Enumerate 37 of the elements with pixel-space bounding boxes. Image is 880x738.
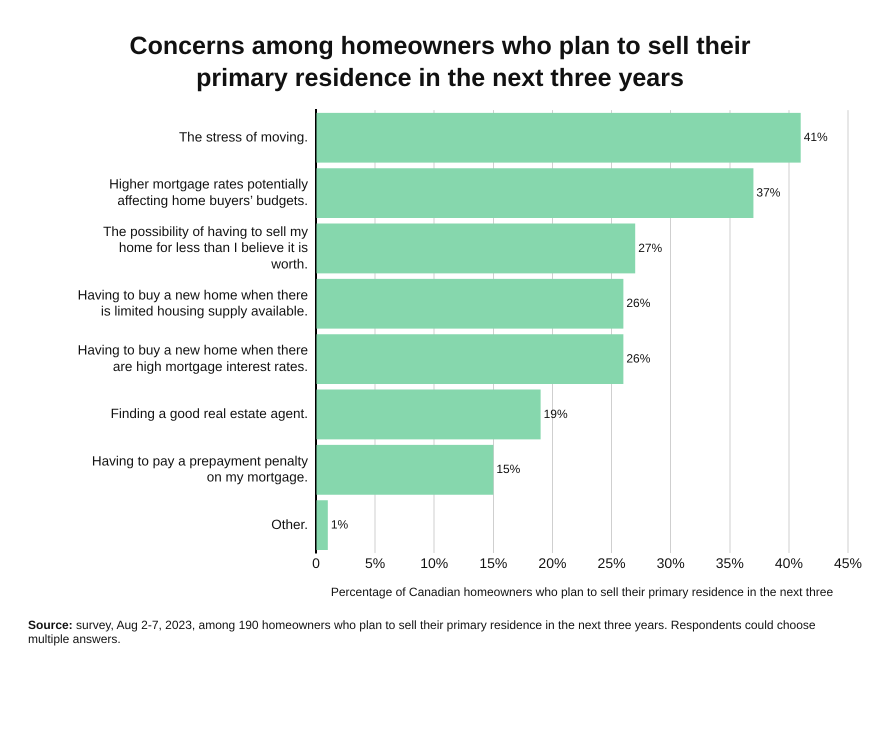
x-tick-label: 35%	[716, 555, 744, 572]
bar	[316, 334, 624, 384]
y-tick-label: Higher mortgage rates potentially affecting home buyers’ budgets.	[109, 176, 308, 208]
x-tick-label: 40%	[774, 555, 803, 572]
x-tick-label: 5%	[364, 555, 386, 572]
y-tick-label: Other.	[271, 516, 308, 532]
x-tick-label: 20%	[538, 555, 566, 572]
source-note: Source: survey, Aug 2-7, 2023, among 190 homeowners who plan to sell their primary residence in the next three years. Respondents could choose multiple answers.	[28, 618, 817, 646]
data-label: 37%	[756, 185, 781, 200]
data-label: 1%	[330, 517, 348, 532]
x-tick-label: 30%	[656, 555, 685, 572]
bar	[316, 278, 624, 329]
y-tick-label: Finding a good real estate agent.	[110, 406, 308, 422]
x-tick-label: 10%	[420, 555, 448, 572]
y-tick-label: Having to buy a new home when there are high mortgage interest rates.	[78, 342, 308, 374]
x-tick-label: 15%	[479, 555, 508, 572]
bar	[316, 500, 328, 550]
chart-title: Concerns among homeowners who plan to sell their primary residence in the next three years	[128, 31, 752, 94]
bar	[316, 444, 494, 495]
y-tick-label: Having to buy a new home when there is limited housing supply available.	[78, 287, 308, 319]
data-label: 19%	[544, 406, 568, 421]
x-tick-label: 0	[312, 555, 320, 572]
data-label: 41%	[804, 130, 828, 144]
x-axis-title: Percentage of Canadian homeowners who plan to sell their primary residence in the next three	[330, 585, 834, 600]
y-tick-label: Having to pay a prepayment penalty on my mortgage.	[92, 453, 308, 485]
y-tick-label: The possibility of having to sell my home for less than I believe it is worth.	[103, 224, 308, 272]
bar	[316, 390, 541, 440]
y-tick-label: The stress of moving.	[178, 129, 308, 144]
bar	[316, 168, 754, 218]
data-label: 15%	[496, 462, 521, 476]
data-label: 26%	[626, 351, 651, 366]
bar	[316, 224, 636, 274]
data-label: 27%	[638, 240, 663, 255]
data-label: 26%	[626, 296, 651, 310]
bar	[316, 112, 801, 163]
x-tick-label: 25%	[598, 555, 626, 572]
x-tick-label: 45%	[834, 555, 862, 572]
